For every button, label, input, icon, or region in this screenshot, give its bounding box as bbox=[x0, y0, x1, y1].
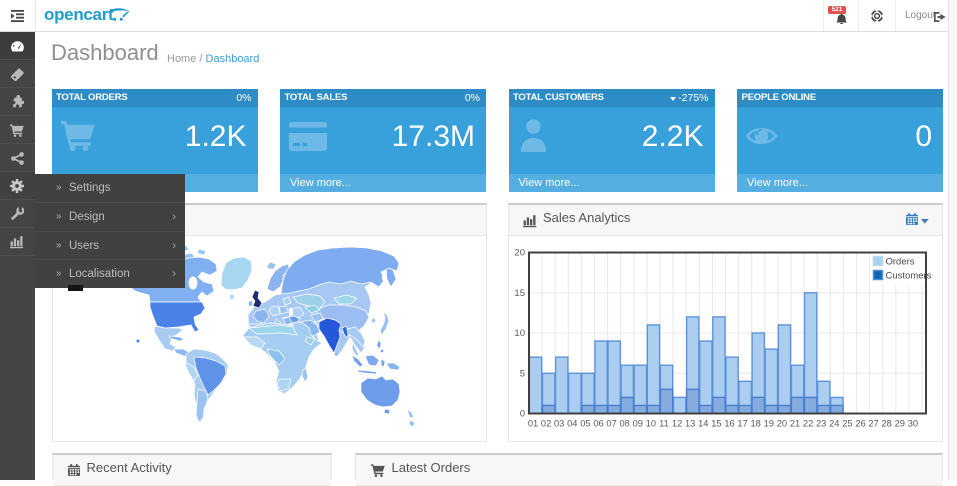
svg-text:28: 28 bbox=[882, 419, 892, 429]
svg-text:11: 11 bbox=[659, 419, 669, 429]
svg-text:13: 13 bbox=[685, 419, 695, 429]
svg-text:20: 20 bbox=[777, 419, 787, 429]
svg-text:04: 04 bbox=[567, 419, 577, 429]
svg-text:29: 29 bbox=[895, 419, 905, 429]
svg-text:Customers: Customers bbox=[886, 271, 932, 282]
svg-text:22: 22 bbox=[803, 419, 813, 429]
svg-text:01: 01 bbox=[528, 419, 538, 429]
svg-text:Orders: Orders bbox=[886, 257, 915, 268]
svg-text:19: 19 bbox=[764, 419, 774, 429]
svg-text:20: 20 bbox=[514, 248, 525, 259]
svg-text:09: 09 bbox=[633, 419, 643, 429]
svg-text:21: 21 bbox=[790, 419, 800, 429]
svg-text:27: 27 bbox=[868, 419, 878, 429]
svg-text:14: 14 bbox=[698, 419, 708, 429]
svg-text:07: 07 bbox=[606, 419, 616, 429]
svg-text:5: 5 bbox=[520, 368, 525, 379]
svg-text:17: 17 bbox=[737, 419, 747, 429]
svg-text:06: 06 bbox=[593, 419, 603, 429]
svg-text:30: 30 bbox=[908, 419, 918, 429]
svg-text:25: 25 bbox=[842, 419, 852, 429]
svg-text:15: 15 bbox=[711, 419, 721, 429]
svg-text:03: 03 bbox=[554, 419, 564, 429]
svg-text:10: 10 bbox=[514, 328, 525, 339]
svg-text:10: 10 bbox=[646, 419, 656, 429]
svg-text:23: 23 bbox=[816, 419, 826, 429]
svg-text:0: 0 bbox=[520, 409, 525, 420]
svg-text:26: 26 bbox=[855, 419, 865, 429]
svg-text:16: 16 bbox=[724, 419, 734, 429]
svg-text:15: 15 bbox=[514, 288, 525, 299]
svg-text:05: 05 bbox=[580, 419, 590, 429]
svg-text:12: 12 bbox=[672, 419, 682, 429]
svg-text:18: 18 bbox=[751, 419, 761, 429]
svg-text:08: 08 bbox=[620, 419, 630, 429]
svg-text:24: 24 bbox=[829, 419, 839, 429]
svg-text:02: 02 bbox=[541, 419, 551, 429]
